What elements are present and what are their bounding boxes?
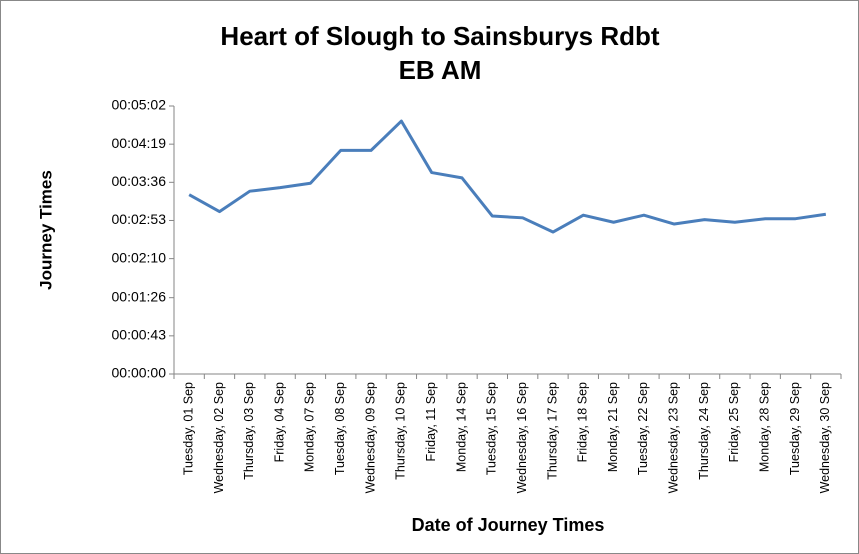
x-tick-label: Tuesday, 08 Sep	[333, 382, 347, 475]
x-tick-label: Tuesday, 22 Sep	[636, 382, 650, 475]
y-axis-title: Journey Times	[36, 170, 55, 290]
x-axis-title: Date of Journey Times	[412, 515, 605, 535]
chart-title: EB AM	[399, 55, 482, 85]
x-tick-label: Monday, 28 Sep	[758, 382, 772, 472]
x-tick-label: Wednesday, 16 Sep	[515, 382, 529, 493]
x-tick-label: Thursday, 10 Sep	[394, 382, 408, 480]
y-tick-label: 00:02:53	[112, 211, 167, 227]
chart-title: Heart of Slough to Sainsburys Rdbt	[220, 21, 659, 51]
y-tick-label: 00:02:10	[112, 249, 167, 265]
x-tick-label: Tuesday, 01 Sep	[181, 382, 195, 475]
series-line	[188, 119, 827, 234]
x-tick-label: Friday, 04 Sep	[272, 382, 286, 462]
x-tick-label: Friday, 18 Sep	[576, 382, 590, 462]
x-tick-label: Tuesday, 29 Sep	[788, 382, 802, 475]
y-tick-label: 00:00:43	[112, 327, 167, 343]
x-tick-label: Thursday, 03 Sep	[242, 382, 256, 480]
x-tick-label: Friday, 11 Sep	[424, 382, 438, 461]
x-tick-label: Monday, 07 Sep	[303, 382, 317, 472]
y-tick-label: 00:04:19	[112, 135, 167, 151]
x-tick-label: Wednesday, 02 Sep	[212, 382, 226, 493]
x-tick-label: Monday, 21 Sep	[606, 382, 620, 472]
x-tick-label: Friday, 25 Sep	[727, 382, 741, 462]
x-tick-label: Monday, 14 Sep	[454, 382, 468, 472]
y-tick-label: 00:05:02	[112, 97, 167, 113]
x-tick-label: Wednesday, 30 Sep	[818, 382, 832, 493]
x-tick-label: Wednesday, 23 Sep	[667, 382, 681, 493]
y-tick-label: 00:03:36	[112, 173, 167, 189]
y-tick-label: 00:00:00	[112, 365, 167, 381]
x-tick-label: Tuesday, 15 Sep	[485, 382, 499, 475]
x-tick-label: Thursday, 17 Sep	[545, 382, 559, 480]
x-tick-label: Wednesday, 09 Sep	[363, 382, 377, 493]
x-tick-label: Thursday, 24 Sep	[697, 382, 711, 480]
y-tick-label: 00:01:26	[112, 288, 167, 304]
